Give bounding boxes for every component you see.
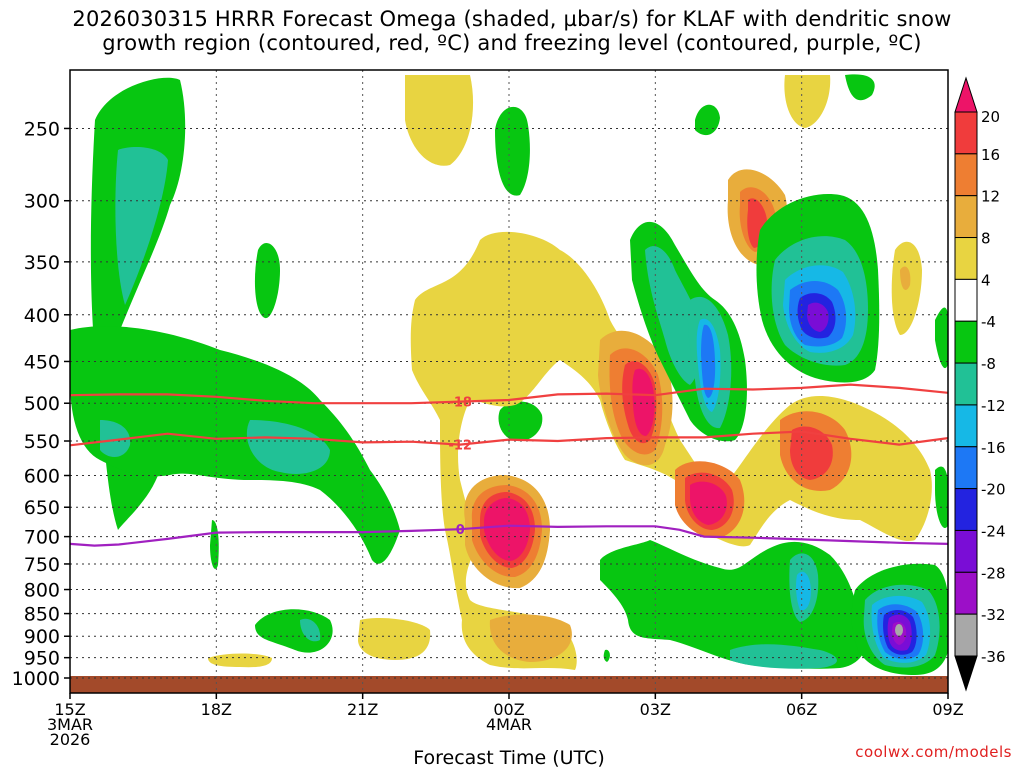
colorbar-bottom-arrow: [954, 655, 978, 692]
colorbar-bin: [954, 195, 978, 239]
contour-label: 0: [456, 523, 465, 538]
x-tick-label: 21Z: [347, 700, 378, 719]
colorbar-bin: [954, 446, 978, 490]
colorbar-bin: [954, 362, 978, 406]
y-tick-label: 850: [24, 604, 60, 626]
colorbar-label: 4: [981, 271, 991, 289]
y-tick-label: 900: [24, 626, 60, 648]
chart-title-line-2: growth region (contoured, red, ºC) and f…: [102, 31, 922, 55]
y-tick-label: 550: [24, 431, 60, 453]
x-tick-label: 3MAR: [47, 715, 93, 734]
contours: -18 -12 0: [70, 383, 948, 547]
x-tick-label: 09Z: [932, 700, 963, 719]
x-tick-label: 4MAR: [486, 715, 532, 734]
chart-title: 2026030315 HRRR Forecast Omega (shaded, …: [0, 7, 1024, 55]
contour-line: [70, 383, 948, 405]
x-tick-label: 00Z: [493, 700, 524, 719]
x-axis-label: Forecast Time (UTC): [413, 747, 604, 768]
x-tick-label: 15Z: [54, 700, 85, 719]
colorbar-label: -36: [981, 648, 1006, 666]
credit-link[interactable]: coolwx.com/models: [855, 743, 1012, 761]
y-tick-label: 700: [24, 527, 60, 549]
colorbar-label: -28: [981, 564, 1006, 582]
colorbar-top-arrow: [954, 76, 978, 113]
y-tick-label: 650: [24, 497, 60, 519]
y-tick-label: 450: [24, 351, 60, 373]
colorbar-bin: [954, 488, 978, 531]
y-tick-label: 400: [24, 305, 60, 327]
colorbar-label: -24: [981, 522, 1006, 540]
y-tick-label: 600: [24, 466, 60, 488]
omega-field: [70, 74, 948, 693]
y-tick-label: 750: [24, 554, 60, 576]
colorbar-label: -20: [981, 481, 1006, 499]
colorbar-bin: [954, 111, 978, 155]
colorbar-bin: [954, 320, 978, 364]
colorbar-label: 8: [981, 230, 991, 248]
x-tick-label: 18Z: [201, 700, 232, 719]
y-tick-label: 1000: [12, 668, 60, 690]
colorbar-bin: [954, 529, 978, 573]
y-tick-label: 950: [24, 648, 60, 670]
y-tick-label: 500: [24, 393, 60, 415]
y-tick-label: 300: [24, 191, 60, 213]
x-tick-label: 2026: [50, 730, 91, 749]
colorbar-bin: [954, 571, 978, 615]
colorbar: 20 16 12 8 4 -4 -8 -12 -16 -20 -24 -28 -32 -36: [954, 76, 1006, 692]
colorbar-bin: [954, 613, 978, 657]
colorbar-bin: [954, 404, 978, 448]
colorbar-label: 20: [981, 108, 1000, 126]
colorbar-label: -8: [981, 355, 996, 373]
colorbar-label: -32: [981, 606, 1006, 624]
x-tick-label: 06Z: [786, 700, 817, 719]
contour-label: -12: [448, 439, 472, 454]
y-tick-label: 250: [24, 118, 60, 140]
x-tick-label: 03Z: [640, 700, 671, 719]
colorbar-label: 16: [981, 146, 1000, 164]
contour-line: [70, 524, 948, 547]
colorbar-bin: [954, 153, 978, 197]
colorbar-bin: [954, 237, 978, 280]
colorbar-label: -4: [981, 313, 996, 331]
y-tick-label: 800: [24, 580, 60, 602]
colorbar-bin: [954, 278, 978, 322]
y-tick-label: 350: [24, 252, 60, 274]
colorbar-label: 12: [981, 188, 1000, 206]
colorbar-label: -16: [981, 439, 1006, 457]
chart-title-line-1: 2026030315 HRRR Forecast Omega (shaded, …: [72, 7, 952, 31]
contour-line: [70, 430, 948, 447]
y-axis: 2503003504004505005506006507007508008509…: [12, 118, 70, 690]
colorbar-label: -12: [981, 397, 1006, 415]
contour-label: -18: [448, 396, 472, 411]
